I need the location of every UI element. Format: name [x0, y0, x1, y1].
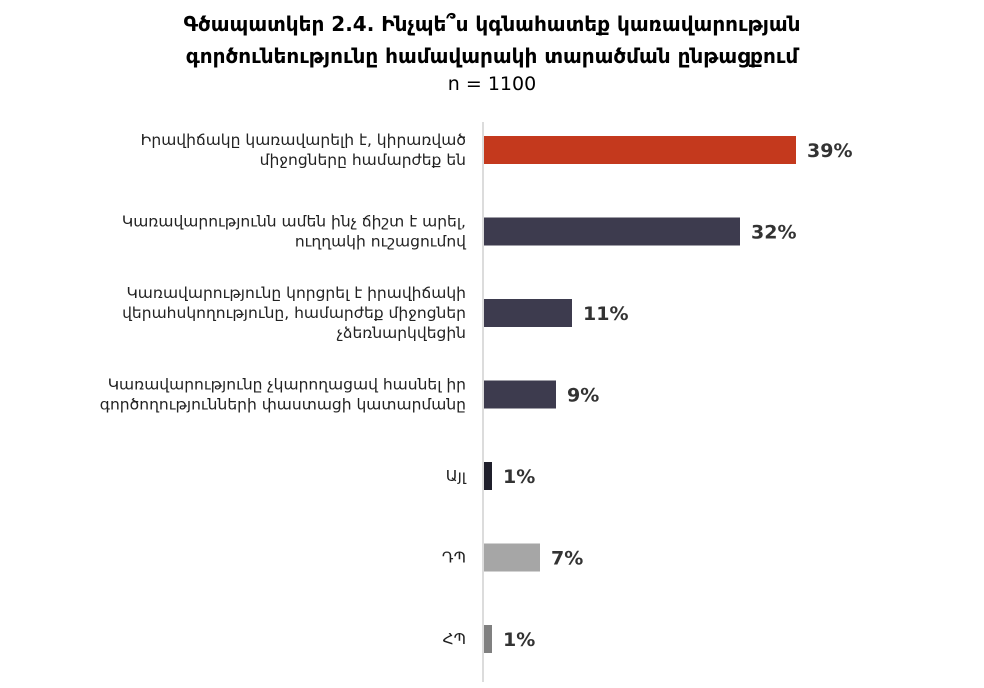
category-label: ՀՊ [443, 630, 467, 648]
data-label: 39% [807, 140, 852, 162]
bar [484, 625, 492, 653]
bar [484, 462, 492, 490]
data-label: 7% [551, 548, 583, 570]
category-label: գործողությունների փաստացի կատարմանը [100, 396, 466, 414]
data-label: 1% [503, 466, 535, 488]
category-label: չձեռնարկվեցին [337, 324, 466, 342]
category-label: Կառավարությունն ամեն ինչ ճիշտ է արել, [122, 213, 466, 231]
bar [484, 299, 572, 327]
bar [484, 380, 556, 409]
chart-title-line1: Գծապատկեր 2.4. Ինչպե՞ս կգնահատեք կառավար… [183, 12, 801, 36]
category-label: ԴՊ [442, 549, 466, 567]
data-label: 9% [567, 385, 599, 407]
category-label: Իրավիճակը կառավարելի է, կիրառված [141, 131, 466, 149]
bar [484, 543, 540, 572]
category-label: ուղղակի ուշացումով [295, 233, 467, 251]
chart-subtitle: n = 1100 [447, 73, 537, 95]
category-label: Այլ [446, 467, 467, 485]
bar [484, 136, 796, 164]
data-label: 11% [583, 303, 628, 325]
chart-title-line2: գործունեությունը համավարակի տարածման ընթ… [185, 44, 799, 68]
category-label: վերահսկողությունը, համարժեք միջոցներ [122, 304, 466, 322]
category-label: Կառավարությունը կորցրել է իրավիճակի [126, 284, 466, 302]
category-label: միջոցները համարժեք են [260, 151, 466, 169]
bar [484, 217, 740, 246]
data-label: 32% [751, 222, 796, 244]
data-label: 1% [503, 629, 535, 651]
category-label: Կառավարությունը չկարողացավ հասնել իր [108, 376, 466, 394]
